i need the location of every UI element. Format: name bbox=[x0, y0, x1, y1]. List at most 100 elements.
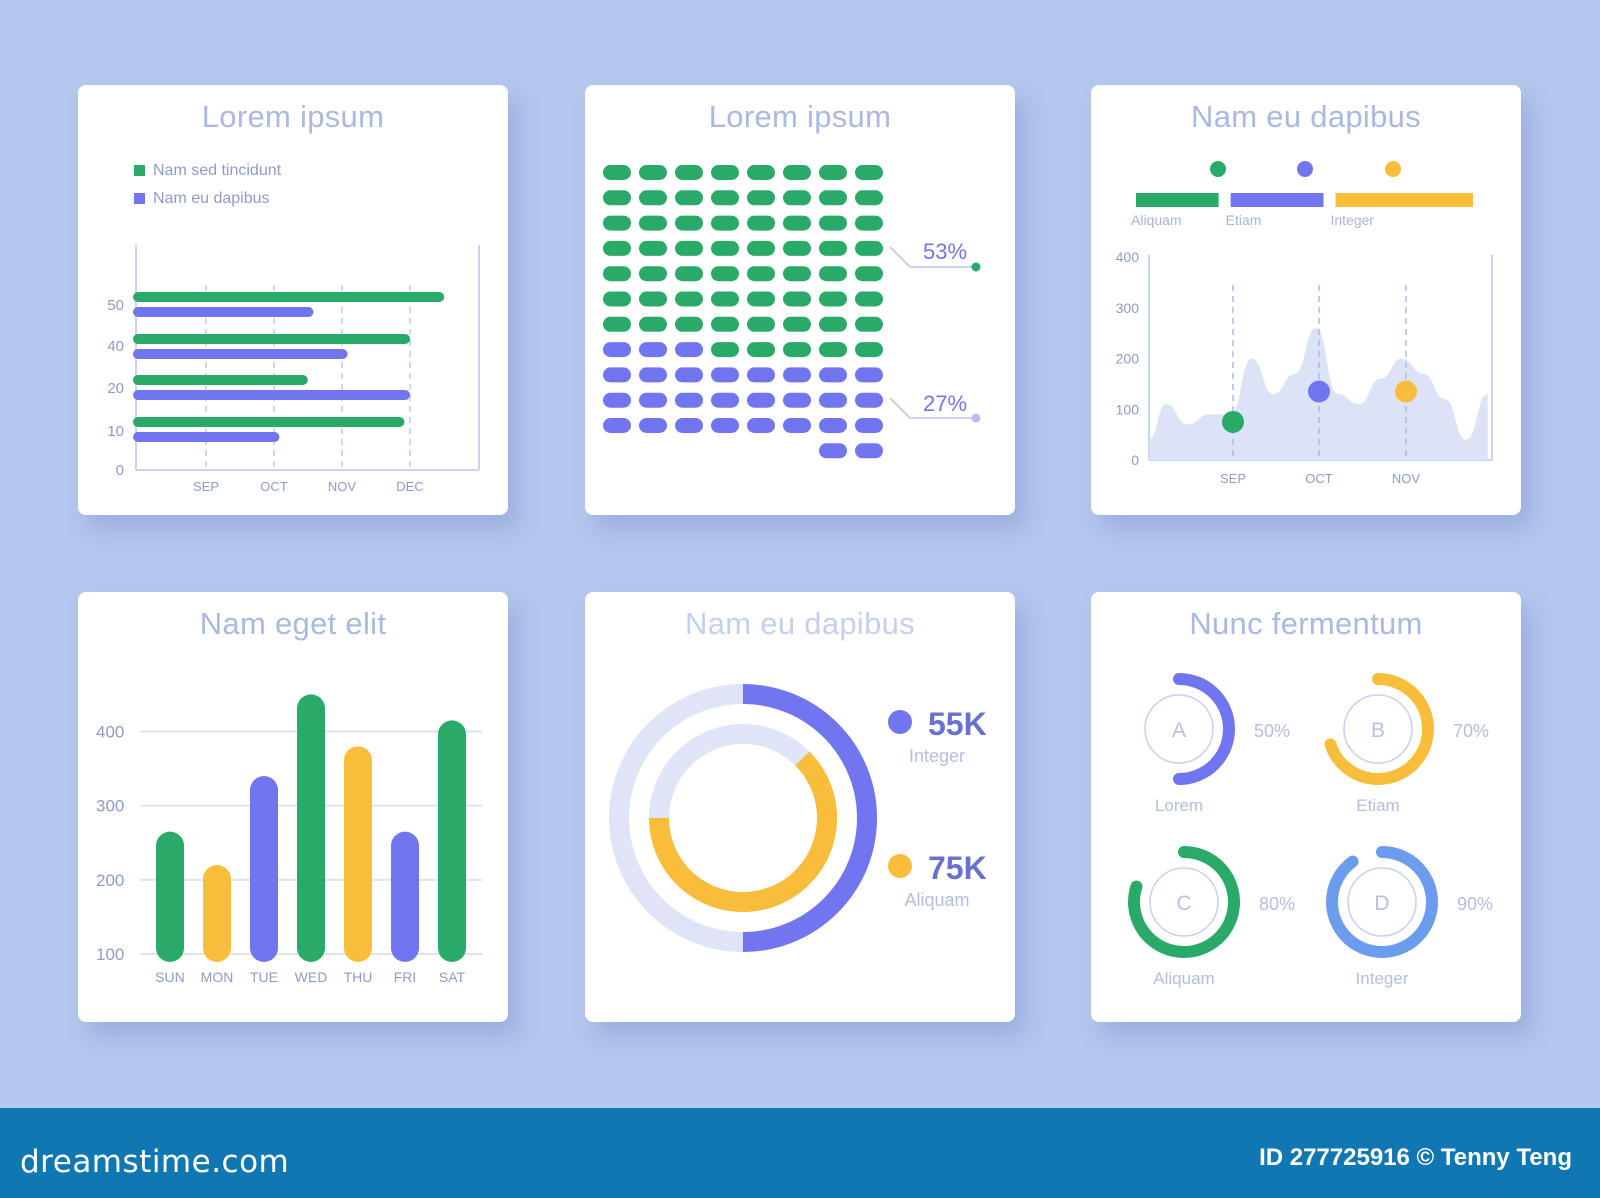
legend-label: Nam eu dapibus bbox=[153, 190, 270, 207]
legend-dot bbox=[888, 710, 912, 734]
gauge-arc bbox=[1326, 846, 1438, 958]
vertical-bar-chart: 100 200 300 400 SUN MON TUE WED THU FRI SAT bbox=[96, 694, 482, 985]
ring-arc-inner bbox=[649, 751, 837, 912]
bar bbox=[156, 831, 184, 962]
card-vertical-bars: Nam eget elit 100 200 300 400 SUN MON TUE WED TH… bbox=[78, 592, 508, 1022]
waffle-cell bbox=[747, 418, 775, 433]
gauge-letter: D bbox=[1374, 892, 1389, 915]
legend-label: Etiam bbox=[1226, 212, 1262, 228]
y-tick-label: 0 bbox=[1131, 452, 1139, 468]
x-tick-label: NOV bbox=[1392, 471, 1421, 486]
label-dot bbox=[971, 262, 981, 272]
horizontal-bar-chart: Nam sed tincidunt Nam eu dapibus SEP OCT NOV… bbox=[107, 162, 480, 494]
waffle-cell bbox=[783, 165, 811, 180]
waffle-cell bbox=[639, 215, 667, 231]
x-tick-label: SUN bbox=[155, 969, 185, 985]
waffle-cell bbox=[819, 165, 847, 180]
waffle-cell bbox=[639, 342, 667, 358]
waffle-cell bbox=[675, 418, 703, 433]
y-tick-label: 200 bbox=[96, 871, 124, 890]
bar bbox=[344, 746, 372, 962]
legend-dot bbox=[1385, 161, 1401, 177]
y-tick-label: 40 bbox=[107, 338, 124, 355]
card-title: Nunc fermentum bbox=[1189, 606, 1423, 641]
gauge-inner-circle bbox=[1144, 694, 1214, 764]
bar bbox=[438, 720, 466, 962]
legend-label: Nam sed tincidunt bbox=[153, 162, 282, 179]
waffle-cell bbox=[855, 392, 883, 408]
legend-label: Aliquam bbox=[1131, 212, 1182, 228]
ring-label: Integer bbox=[909, 746, 965, 766]
gauge-inner-circle bbox=[1343, 694, 1413, 764]
waffle-cell bbox=[783, 215, 811, 231]
waffle-cell bbox=[783, 240, 811, 256]
bar bbox=[250, 776, 278, 962]
gauge-arc bbox=[1324, 673, 1434, 785]
x-tick-label: OCT bbox=[260, 479, 288, 494]
x-tick-label: WED bbox=[295, 969, 328, 985]
x-tick-label: FRI bbox=[394, 969, 417, 985]
waffle-cell bbox=[603, 418, 631, 433]
waffle-cell bbox=[855, 443, 883, 459]
waffle-cell bbox=[675, 392, 703, 408]
waffle-cell bbox=[639, 266, 667, 282]
waffle-cell bbox=[783, 190, 811, 206]
waffle-cell bbox=[747, 215, 775, 231]
waffle-cell bbox=[747, 240, 775, 256]
ring-value: 75K bbox=[928, 850, 987, 886]
waffle-cell bbox=[783, 291, 811, 307]
waffle-cell bbox=[711, 215, 739, 231]
x-tick-label: NOV bbox=[328, 479, 357, 494]
waffle-cell bbox=[639, 316, 667, 332]
waffle-cell bbox=[711, 240, 739, 256]
waffle-cell bbox=[855, 190, 883, 206]
waffle-cell bbox=[747, 342, 775, 358]
gauge-label: Aliquam bbox=[1153, 969, 1214, 988]
waffle-cell bbox=[855, 215, 883, 231]
waffle-cell bbox=[639, 367, 667, 383]
x-tick-label: OCT bbox=[1305, 471, 1333, 486]
x-tick-label: TUE bbox=[250, 969, 278, 985]
gauge-arc bbox=[1128, 846, 1240, 958]
gauge-label: Integer bbox=[1356, 969, 1409, 988]
waffle-cell bbox=[819, 392, 847, 408]
gauge-inner-circle bbox=[1149, 867, 1219, 937]
waffle-cell bbox=[711, 291, 739, 307]
waffle-cell bbox=[603, 215, 631, 231]
gauge-arc bbox=[1173, 673, 1235, 785]
gauge-letter: B bbox=[1371, 719, 1385, 742]
gauge-inner-circle bbox=[1347, 867, 1417, 937]
waffle-cell bbox=[675, 190, 703, 206]
waffle-cell bbox=[747, 392, 775, 408]
waffle-cell bbox=[819, 316, 847, 332]
y-tick-label: 400 bbox=[96, 723, 124, 742]
waffle-cell bbox=[819, 367, 847, 383]
waffle-cell bbox=[855, 291, 883, 307]
card-area: Nam eu dapibus Aliquam Etiam Integer 0 100 20… bbox=[1091, 85, 1521, 515]
waffle-cell bbox=[747, 316, 775, 332]
gauge-letter: C bbox=[1176, 892, 1191, 915]
waffle-cell bbox=[603, 291, 631, 307]
waffle-cell bbox=[603, 266, 631, 282]
waffle-cell bbox=[675, 215, 703, 231]
waffle-cell bbox=[603, 342, 631, 358]
waffle-cell bbox=[675, 291, 703, 307]
waffle-cell bbox=[819, 215, 847, 231]
x-tick-label: SEP bbox=[1220, 471, 1246, 486]
card-title: Lorem ipsum bbox=[201, 99, 385, 134]
y-tick-label: 0 bbox=[116, 462, 124, 479]
x-tick-label: SAT bbox=[439, 969, 466, 985]
waffle-cell bbox=[747, 190, 775, 206]
waffle-cell bbox=[603, 190, 631, 206]
y-tick-label: 20 bbox=[107, 380, 124, 397]
waffle-cell bbox=[819, 240, 847, 256]
waffle-cell bbox=[747, 291, 775, 307]
gauge-letter: A bbox=[1172, 719, 1186, 742]
waffle-cell bbox=[675, 316, 703, 332]
gauge-percent: 50% bbox=[1254, 721, 1290, 741]
waffle-cell bbox=[639, 190, 667, 206]
waffle-cell bbox=[783, 316, 811, 332]
site-logo: dreamstime.com bbox=[20, 1144, 290, 1180]
gauge-percent: 70% bbox=[1453, 721, 1489, 741]
waffle-cell bbox=[783, 392, 811, 408]
